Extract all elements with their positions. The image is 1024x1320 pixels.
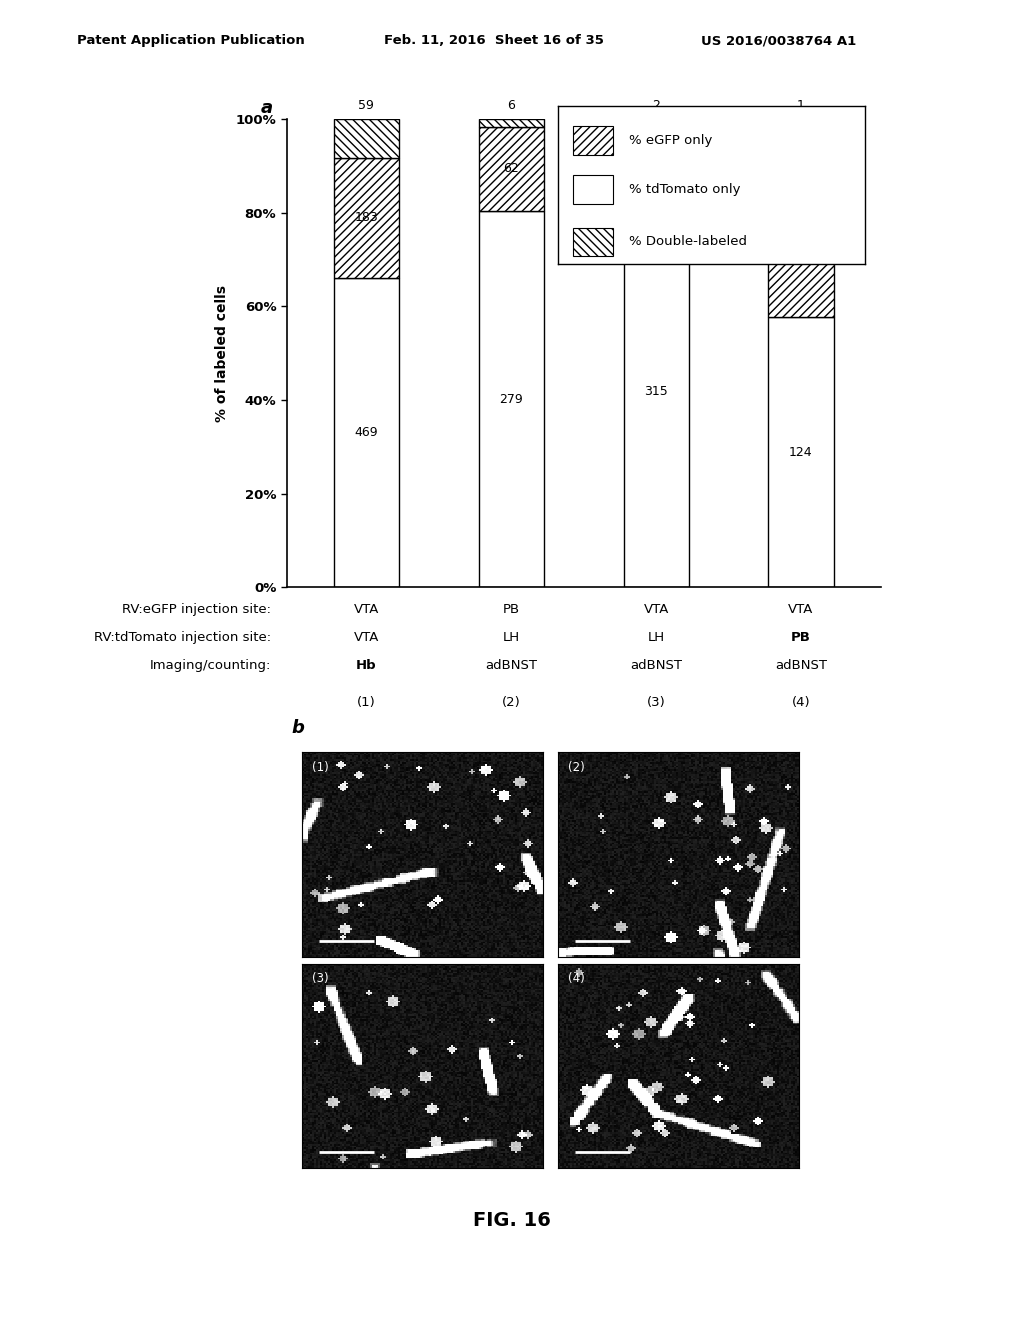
Bar — [334, 119, 399, 157]
Text: 2: 2 — [652, 99, 660, 112]
Text: (2): (2) — [502, 696, 520, 709]
Text: 469: 469 — [354, 426, 378, 440]
Bar — [478, 119, 544, 127]
Bar — [573, 127, 613, 154]
Text: (4): (4) — [792, 696, 810, 709]
Text: LH: LH — [503, 631, 520, 644]
Text: RV:eGFP injection site:: RV:eGFP injection site: — [122, 603, 271, 616]
Text: VTA: VTA — [643, 603, 669, 616]
Text: 6: 6 — [507, 99, 515, 112]
Text: % tdTomato only: % tdTomato only — [629, 183, 740, 197]
Text: PB: PB — [791, 631, 811, 644]
Text: 279: 279 — [500, 392, 523, 405]
Text: 59: 59 — [648, 152, 664, 165]
Text: 59: 59 — [358, 99, 375, 112]
Text: adBNST: adBNST — [775, 659, 827, 672]
Bar — [768, 121, 834, 317]
Text: RV:tdTomato injection site:: RV:tdTomato injection site: — [94, 631, 271, 644]
Bar — [478, 211, 544, 587]
Y-axis label: % of labeled cells: % of labeled cells — [215, 285, 228, 421]
Text: a: a — [261, 99, 273, 117]
Text: (3): (3) — [311, 972, 329, 985]
Text: adBNST: adBNST — [630, 659, 682, 672]
Text: 315: 315 — [644, 384, 668, 397]
Text: (2): (2) — [567, 760, 585, 774]
Bar — [768, 317, 834, 587]
Text: 90: 90 — [793, 213, 809, 226]
Text: PB: PB — [503, 603, 520, 616]
Text: b: b — [292, 719, 305, 738]
Bar — [334, 157, 399, 279]
Text: (1): (1) — [357, 696, 376, 709]
Text: adBNST: adBNST — [485, 659, 538, 672]
Text: 62: 62 — [504, 162, 519, 176]
Text: LH: LH — [647, 631, 665, 644]
Bar — [478, 127, 544, 211]
Bar — [573, 227, 613, 256]
Bar — [624, 119, 689, 121]
Text: FIG. 16: FIG. 16 — [473, 1212, 551, 1230]
Text: Patent Application Publication: Patent Application Publication — [77, 34, 304, 48]
Bar — [624, 121, 689, 195]
Bar — [573, 176, 613, 203]
Text: Imaging/counting:: Imaging/counting: — [150, 659, 271, 672]
Text: % eGFP only: % eGFP only — [629, 133, 712, 147]
Text: 183: 183 — [354, 211, 378, 224]
Bar — [768, 119, 834, 121]
Bar — [334, 279, 399, 587]
Text: (3): (3) — [647, 696, 666, 709]
Text: Hb: Hb — [356, 659, 377, 672]
Text: (1): (1) — [311, 760, 329, 774]
Bar — [624, 195, 689, 587]
Text: VTA: VTA — [353, 603, 379, 616]
Text: US 2016/0038764 A1: US 2016/0038764 A1 — [701, 34, 857, 48]
Text: 124: 124 — [790, 446, 813, 459]
Text: VTA: VTA — [353, 631, 379, 644]
Text: % Double-labeled: % Double-labeled — [629, 235, 746, 248]
Text: 1: 1 — [797, 99, 805, 112]
Text: (4): (4) — [567, 972, 585, 985]
Text: Feb. 11, 2016  Sheet 16 of 35: Feb. 11, 2016 Sheet 16 of 35 — [384, 34, 604, 48]
Text: VTA: VTA — [788, 603, 814, 616]
